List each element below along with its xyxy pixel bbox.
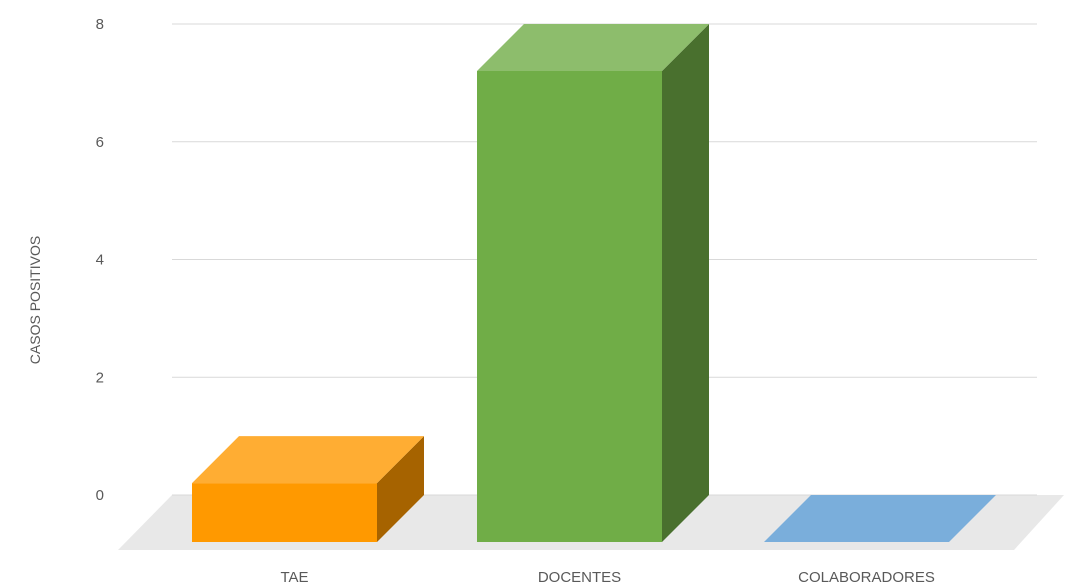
y-tick-label: 4 [96, 252, 104, 269]
bar-front-face [192, 483, 377, 542]
bar-top-face [477, 24, 709, 71]
bars [192, 24, 996, 542]
bar-top-face [764, 495, 996, 542]
bar-tae [192, 436, 424, 542]
x-tick-label: DOCENTES [538, 569, 621, 586]
x-tick-label: TAE [280, 569, 308, 586]
y-tick-label: 8 [96, 16, 104, 33]
bar-side-face [662, 24, 709, 542]
bar-colaboradores [764, 495, 996, 542]
x-axis-ticks: TAE DOCENTES COLABORADORES [280, 569, 934, 586]
y-axis-label: CASOS POSITIVOS [27, 236, 43, 364]
bar-top-face [192, 436, 424, 484]
y-tick-label: 2 [96, 369, 104, 386]
y-tick-label: 0 [96, 487, 104, 504]
x-tick-label: COLABORADORES [798, 569, 935, 586]
y-tick-label: 6 [96, 134, 104, 151]
y-axis-ticks: 0 2 4 6 8 [96, 16, 104, 504]
bar-side-face [377, 436, 424, 542]
bar-docentes [477, 24, 709, 542]
bar-front-face [477, 71, 662, 542]
